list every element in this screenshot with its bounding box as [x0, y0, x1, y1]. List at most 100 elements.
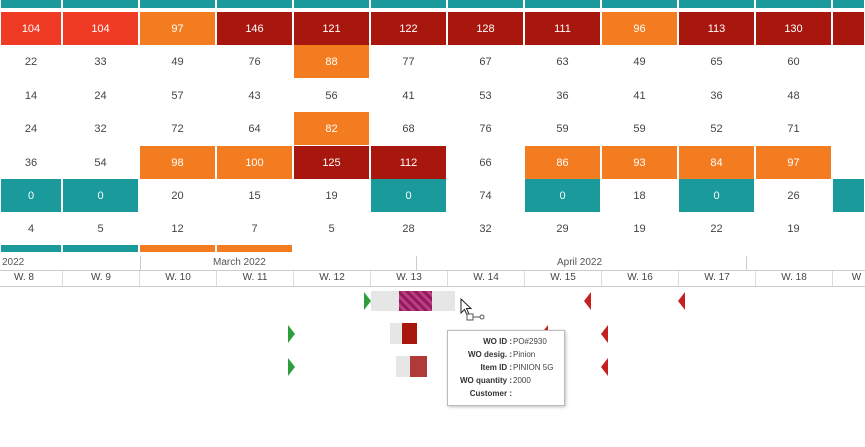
heatmap-cell[interactable]: 12 — [140, 212, 215, 245]
heatmap-cell[interactable]: 100 — [217, 146, 292, 179]
heatmap-cell[interactable]: 19 — [756, 212, 831, 245]
heatmap-row: 4 5 12 7 5 28 32 29 19 22 19 — [0, 212, 865, 245]
heatmap-cell[interactable]: 97 — [756, 146, 831, 179]
heatmap-cell[interactable]: 28 — [371, 212, 446, 245]
heatmap-cell[interactable] — [833, 112, 864, 145]
heatmap-cell[interactable]: 4 — [1, 212, 61, 245]
heatmap-cell[interactable]: 22 — [1, 45, 61, 78]
heatmap-cell[interactable]: 111 — [525, 12, 600, 45]
work-order-bar-selected[interactable] — [399, 291, 432, 311]
heatmap-cell[interactable]: 54 — [63, 146, 138, 179]
work-order-bar[interactable] — [402, 323, 417, 344]
heatmap-cell[interactable]: 130 — [756, 12, 831, 45]
heatmap-cell[interactable]: 7 — [217, 212, 292, 245]
deadline-marker-icon[interactable] — [601, 325, 608, 343]
heatmap-cell[interactable]: 41 — [602, 79, 677, 112]
deadline-marker-icon[interactable] — [678, 292, 685, 310]
heatmap-cell[interactable]: 24 — [63, 79, 138, 112]
heatmap-cell[interactable]: 32 — [448, 212, 523, 245]
heatmap-cell[interactable]: 5 — [294, 212, 369, 245]
heatmap-cell[interactable]: 97 — [140, 12, 215, 45]
heatmap-cell[interactable]: 60 — [756, 45, 831, 78]
heatmap-cell[interactable]: 122 — [371, 12, 446, 45]
heatmap-cell[interactable]: 84 — [679, 146, 754, 179]
heatmap-cell[interactable]: 41 — [371, 79, 446, 112]
deadline-marker-icon[interactable] — [584, 292, 591, 310]
heatmap-cell[interactable]: 0 — [63, 179, 138, 212]
heatmap-cell[interactable]: 125 — [294, 146, 369, 179]
heatmap-cell[interactable]: 15 — [217, 179, 292, 212]
heatmap-cell[interactable] — [833, 146, 864, 179]
heatmap-cell[interactable] — [833, 212, 864, 245]
bottom-strip-cell — [140, 245, 215, 252]
heatmap-cell[interactable]: 146 — [217, 12, 292, 45]
heatmap-cell[interactable]: 24 — [1, 112, 61, 145]
heatmap-cell[interactable] — [833, 179, 864, 212]
heatmap-cell[interactable]: 71 — [756, 112, 831, 145]
heatmap-cell[interactable]: 128 — [448, 12, 523, 45]
heatmap-cell[interactable]: 33 — [63, 45, 138, 78]
heatmap-cell[interactable]: 36 — [679, 79, 754, 112]
heatmap-cell[interactable]: 57 — [140, 79, 215, 112]
heatmap-cell[interactable]: 29 — [525, 212, 600, 245]
heatmap-cell[interactable]: 104 — [1, 12, 61, 45]
heatmap-cell[interactable]: 82 — [294, 112, 369, 145]
heatmap-cell[interactable]: 36 — [1, 146, 61, 179]
heatmap-cell[interactable]: 32 — [63, 112, 138, 145]
heatmap-cell[interactable]: 64 — [217, 112, 292, 145]
heatmap-cell[interactable]: 77 — [371, 45, 446, 78]
heatmap-cell[interactable]: 63 — [525, 45, 600, 78]
heatmap-cell[interactable]: 56 — [294, 79, 369, 112]
heatmap-cell[interactable]: 36 — [525, 79, 600, 112]
heatmap-cell[interactable]: 43 — [217, 79, 292, 112]
heatmap-cell[interactable]: 74 — [448, 179, 523, 212]
heatmap-cell[interactable]: 72 — [140, 112, 215, 145]
heatmap-cell[interactable] — [833, 79, 864, 112]
heatmap-cell[interactable]: 112 — [371, 146, 446, 179]
heatmap-cell[interactable]: 65 — [679, 45, 754, 78]
heatmap-cell[interactable]: 67 — [448, 45, 523, 78]
heatmap-cell[interactable]: 0 — [1, 179, 61, 212]
heatmap-cell[interactable] — [833, 45, 864, 78]
deadline-marker-icon[interactable] — [601, 358, 608, 376]
heatmap-cell[interactable]: 0 — [525, 179, 600, 212]
heatmap-cell[interactable]: 48 — [756, 79, 831, 112]
heatmap-cell[interactable]: 96 — [602, 12, 677, 45]
heatmap-cell[interactable]: 121 — [294, 12, 369, 45]
heatmap-cell[interactable]: 19 — [294, 179, 369, 212]
start-marker-icon[interactable] — [364, 292, 371, 310]
heatmap-cell[interactable]: 26 — [756, 179, 831, 212]
heatmap-cell[interactable]: 14 — [1, 79, 61, 112]
week-label: W. 9 — [62, 271, 139, 286]
heatmap-cell[interactable]: 88 — [294, 45, 369, 78]
heatmap-cell[interactable]: 5 — [63, 212, 138, 245]
heatmap-cell[interactable]: 86 — [525, 146, 600, 179]
heatmap-cell[interactable]: 19 — [602, 212, 677, 245]
heatmap-cell[interactable]: 0 — [371, 179, 446, 212]
work-order-bar[interactable] — [410, 356, 427, 377]
heatmap-cell[interactable]: 68 — [371, 112, 446, 145]
heatmap-cell[interactable]: 93 — [602, 146, 677, 179]
heatmap-cell[interactable]: 76 — [217, 45, 292, 78]
heatmap-cell[interactable] — [833, 12, 864, 45]
heatmap-cell[interactable]: 113 — [679, 12, 754, 45]
heatmap-cell[interactable]: 18 — [602, 179, 677, 212]
heatmap-cell[interactable]: 66 — [448, 146, 523, 179]
heatmap-cell[interactable]: 98 — [140, 146, 215, 179]
heatmap-cell[interactable]: 104 — [63, 12, 138, 45]
start-marker-icon[interactable] — [288, 325, 295, 343]
heatmap-cell[interactable]: 52 — [679, 112, 754, 145]
heatmap-cell[interactable]: 20 — [140, 179, 215, 212]
top-strip-cell — [371, 0, 446, 8]
week-row: W. 8 W. 9 W. 10 W. 11 W. 12 W. 13 W. 14 W. 15 W.… — [0, 271, 865, 287]
heatmap-cell[interactable]: 49 — [140, 45, 215, 78]
heatmap-cell[interactable]: 49 — [602, 45, 677, 78]
heatmap-cell[interactable]: 53 — [448, 79, 523, 112]
heatmap-cell[interactable]: 59 — [602, 112, 677, 145]
heatmap-cell[interactable]: 76 — [448, 112, 523, 145]
heatmap-cell[interactable]: 0 — [679, 179, 754, 212]
heatmap-cell[interactable]: 22 — [679, 212, 754, 245]
tooltip-value: PINION 5G — [513, 363, 554, 372]
start-marker-icon[interactable] — [288, 358, 295, 376]
heatmap-cell[interactable]: 59 — [525, 112, 600, 145]
